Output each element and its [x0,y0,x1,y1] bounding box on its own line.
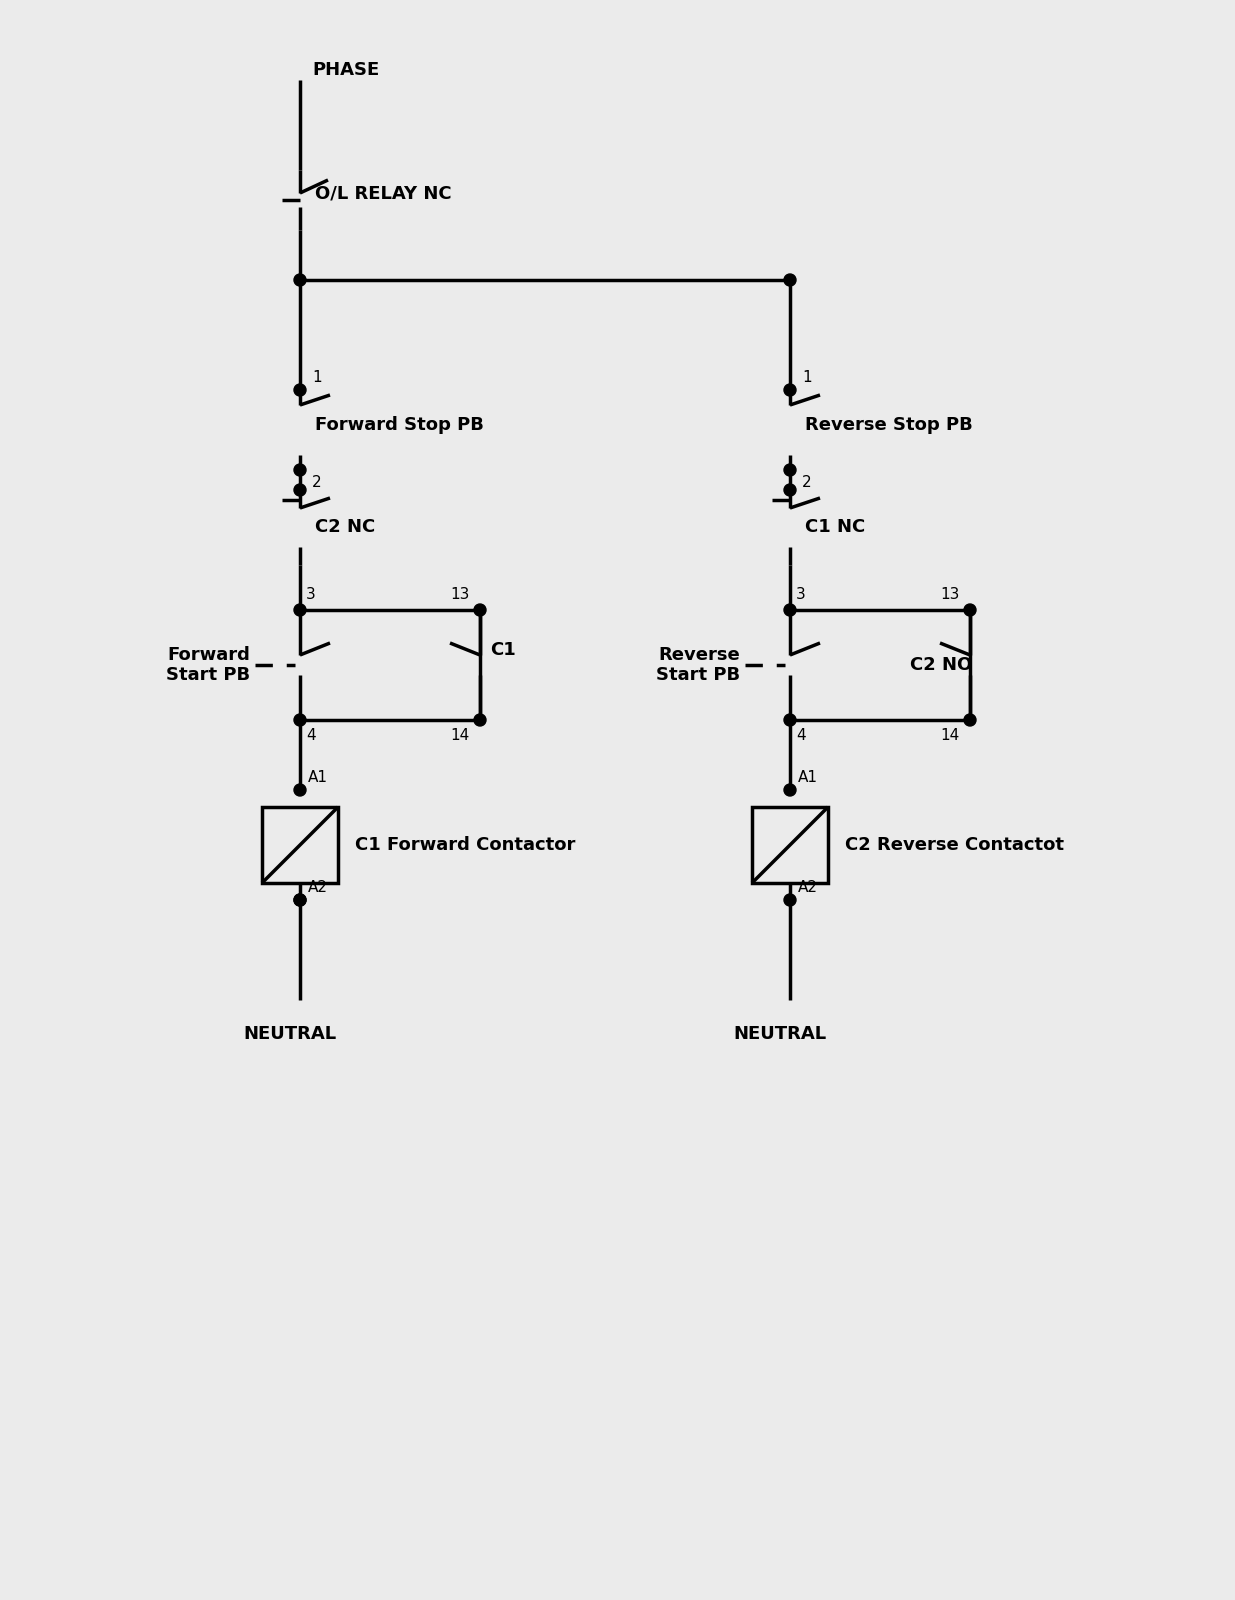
Text: A1: A1 [308,770,329,786]
Text: A2: A2 [308,880,329,894]
Circle shape [784,274,797,286]
Text: O/L RELAY NC: O/L RELAY NC [315,184,452,202]
Circle shape [784,464,797,477]
Circle shape [294,714,306,726]
Text: 2: 2 [802,475,811,490]
Text: Reverse Stop PB: Reverse Stop PB [805,416,973,434]
Text: NEUTRAL: NEUTRAL [734,1026,826,1043]
Text: 3: 3 [797,587,805,602]
Circle shape [294,894,306,906]
Text: C1: C1 [490,642,516,659]
Circle shape [294,603,306,616]
Text: A1: A1 [798,770,818,786]
Text: C2 Reverse Contactot: C2 Reverse Contactot [845,835,1065,854]
Text: C1 NC: C1 NC [805,518,866,536]
Circle shape [294,784,306,795]
Circle shape [294,384,306,395]
Circle shape [294,274,306,286]
Text: Forward Stop PB: Forward Stop PB [315,416,484,434]
Circle shape [965,603,976,616]
Circle shape [294,894,306,906]
Circle shape [294,464,306,477]
Text: A2: A2 [798,880,818,894]
Text: 13: 13 [451,587,471,602]
Text: 2: 2 [312,475,321,490]
Circle shape [784,384,797,395]
Circle shape [784,894,797,906]
Text: Reverse
Start PB: Reverse Start PB [656,645,740,685]
Text: 4: 4 [797,728,805,742]
Text: 1: 1 [312,370,321,386]
Text: 14: 14 [451,728,471,742]
Circle shape [784,603,797,616]
Text: Forward
Start PB: Forward Start PB [165,645,249,685]
Bar [752,806,827,883]
Circle shape [965,714,976,726]
Text: 14: 14 [941,728,960,742]
Text: NEUTRAL: NEUTRAL [243,1026,337,1043]
Circle shape [784,714,797,726]
Circle shape [294,483,306,496]
Text: PHASE: PHASE [312,61,379,78]
Text: C1 Forward Contactor: C1 Forward Contactor [354,835,576,854]
Text: 13: 13 [941,587,960,602]
Text: 4: 4 [306,728,316,742]
Text: 1: 1 [802,370,811,386]
Circle shape [784,784,797,795]
Bar [262,806,338,883]
Circle shape [474,603,487,616]
Circle shape [474,714,487,726]
Text: C2 NC: C2 NC [315,518,375,536]
Circle shape [784,483,797,496]
Text: 3: 3 [306,587,316,602]
Text: C2 NO: C2 NO [910,656,972,674]
